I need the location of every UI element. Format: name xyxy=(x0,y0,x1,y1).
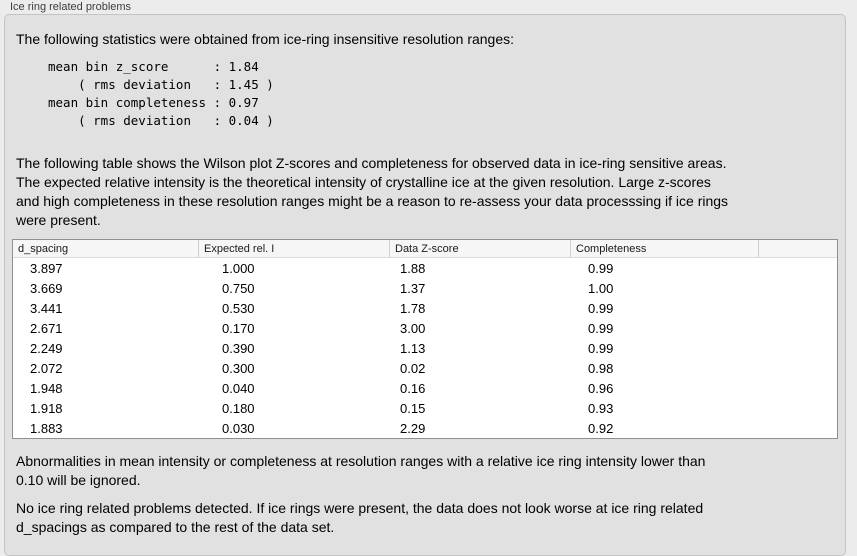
table-cell: 1.948 xyxy=(30,380,63,396)
table-cell: 0.16 xyxy=(400,380,426,396)
table-cell xyxy=(758,358,837,378)
table-cell xyxy=(758,298,837,318)
table-cell xyxy=(758,338,837,358)
table-cell xyxy=(758,278,837,298)
table-cell: 3.00 xyxy=(400,320,426,336)
table-cell: 0.390 xyxy=(222,340,255,356)
table-row[interactable]: 2.249 0.390 1.13 0.99 xyxy=(13,338,837,358)
column-header-completeness[interactable]: Completeness xyxy=(570,240,758,257)
table-cell: 0.99 xyxy=(588,340,614,356)
column-header-blank[interactable] xyxy=(758,240,837,257)
table-row[interactable]: 3.669 0.750 1.37 1.00 xyxy=(13,278,837,298)
ignore-note: Abnormalities in mean intensity or compl… xyxy=(16,453,706,488)
table-cell: 0.93 xyxy=(588,400,614,416)
table-cell xyxy=(758,378,837,398)
table-cell: 2.29 xyxy=(400,420,426,436)
table-cell xyxy=(758,418,837,438)
table-cell: 0.92 xyxy=(588,420,614,436)
table-cell: 2.671 xyxy=(30,320,63,336)
table-cell: 0.170 xyxy=(222,320,255,336)
table-cell: 0.02 xyxy=(400,360,426,376)
table-header-row: d_spacing Expected rel. I Data Z-score Comp… xyxy=(13,240,837,258)
table-row[interactable]: 2.671 0.170 3.00 0.99 xyxy=(13,318,837,338)
column-header-data-z-score[interactable]: Data Z-score xyxy=(389,240,570,257)
table-cell: 3.669 xyxy=(30,280,63,296)
table-row[interactable]: 2.072 0.300 0.02 0.98 xyxy=(13,358,837,378)
table-cell xyxy=(758,318,837,338)
ice-ring-groupbox: The following statistics were obtained f… xyxy=(4,14,846,556)
table-row[interactable]: 3.441 0.530 1.78 0.99 xyxy=(13,298,837,318)
table-cell: 1.37 xyxy=(400,280,426,296)
table-cell: 0.530 xyxy=(222,300,255,316)
table-cell: 0.15 xyxy=(400,400,426,416)
table-cell: 1.78 xyxy=(400,300,426,316)
stats-block: mean bin z_score : 1.84 ( rms deviation … xyxy=(48,59,274,128)
table-cell: 0.99 xyxy=(588,300,614,316)
table-cell: 0.040 xyxy=(222,380,255,396)
table-cell: 1.883 xyxy=(30,420,63,436)
column-header-expected-rel-i[interactable]: Expected rel. I xyxy=(198,240,389,257)
table-cell: 2.249 xyxy=(30,340,63,356)
table-body: 3.897 1.000 1.88 0.99 3.669 0.750 1.37 1.00 3.44… xyxy=(13,258,837,438)
table-cell: 0.030 xyxy=(222,420,255,436)
table-cell: 1.00 xyxy=(588,280,614,296)
intro-text: The following statistics were obtained f… xyxy=(16,31,515,47)
table-cell: 0.180 xyxy=(222,400,255,416)
table-row[interactable]: 3.897 1.000 1.88 0.99 xyxy=(13,258,837,278)
table-cell: 0.300 xyxy=(222,360,255,376)
table-description: The following table shows the Wilson plo… xyxy=(16,155,729,228)
table-cell: 1.000 xyxy=(222,260,255,276)
table-cell: 3.897 xyxy=(30,260,63,276)
conclusion-text: No ice ring related problems detected. I… xyxy=(16,500,704,535)
table-cell xyxy=(758,398,837,418)
table-cell: 0.99 xyxy=(588,260,614,276)
table-row[interactable]: 1.883 0.030 2.29 0.92 xyxy=(13,418,837,438)
ice-ring-table[interactable]: d_spacing Expected rel. I Data Z-score Comp… xyxy=(12,239,838,439)
table-cell: 1.13 xyxy=(400,340,426,356)
table-row[interactable]: 1.918 0.180 0.15 0.93 xyxy=(13,398,837,418)
table-row[interactable]: 1.948 0.040 0.16 0.96 xyxy=(13,378,837,398)
table-cell: 0.99 xyxy=(588,320,614,336)
table-cell: 0.750 xyxy=(222,280,255,296)
table-cell: 0.96 xyxy=(588,380,614,396)
table-cell: 0.98 xyxy=(588,360,614,376)
table-cell: 2.072 xyxy=(30,360,63,376)
table-cell: 1.88 xyxy=(400,260,426,276)
table-cell xyxy=(758,258,837,278)
column-header-d-spacing[interactable]: d_spacing xyxy=(18,242,69,255)
table-cell: 1.918 xyxy=(30,400,63,416)
groupbox-title: Ice ring related problems xyxy=(10,1,132,13)
table-cell: 3.441 xyxy=(30,300,63,316)
